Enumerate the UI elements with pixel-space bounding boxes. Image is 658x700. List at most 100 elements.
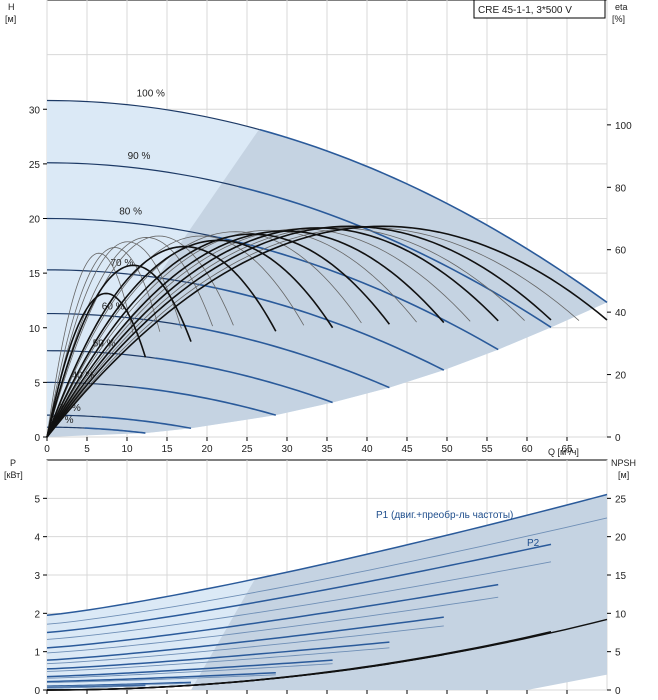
power-p2-curve	[46, 517, 608, 625]
npsh-tick-label: 15	[615, 571, 627, 582]
eta-tick-label: 20	[615, 371, 627, 382]
head-axis-label: H	[8, 2, 15, 12]
speed-label: 70 %	[110, 258, 133, 269]
power-p1-curve	[46, 616, 444, 661]
efficiency-curve-thin	[46, 235, 305, 438]
top-ticks: 0 5 10 15 20 25 30 35 40 45 50 55 60 65 0 5 10 15 20 25 30 0 2…	[29, 105, 632, 455]
npsh-axis-unit: [м]	[618, 470, 629, 480]
head-tick-label: 20	[29, 215, 41, 226]
power-p2-curve	[46, 674, 276, 684]
head-curve-90-right	[238, 185, 552, 328]
npsh-axis-label: NPSH	[611, 458, 636, 468]
head-curve-90-left	[46, 162, 239, 188]
bottom-curves	[46, 493, 608, 691]
x-tick-label: 10	[121, 444, 133, 455]
power-tick-label: 2	[34, 609, 40, 620]
efficiency-curve-bold	[46, 239, 334, 438]
eta-tick-label: 100	[615, 121, 632, 132]
x-tick-label: 0	[44, 444, 50, 455]
power-p2-curve	[46, 682, 192, 688]
power-operating-area	[47, 494, 607, 690]
eta-axis-unit: [%]	[612, 14, 625, 24]
x-tick-label: 45	[401, 444, 413, 455]
head-curve-17-right	[84, 427, 146, 434]
x-tick-label: 30	[281, 444, 293, 455]
npsh-tick-label: 5	[615, 648, 621, 659]
npsh-tick-label: 0	[615, 686, 621, 697]
power-axis-label: P	[10, 458, 16, 468]
efficiency-curve-bold	[46, 225, 608, 438]
speed-label: 100 %	[137, 89, 165, 100]
npsh-tick-label: 10	[615, 609, 627, 620]
p2-series-label: P2	[527, 538, 540, 549]
head-curve-70-right	[197, 283, 445, 371]
model-title: CRE 45-1-1, 3*500 V	[478, 5, 572, 16]
efficiency-curve-thin	[46, 226, 525, 438]
power-p1-curve	[46, 641, 390, 670]
eta-tick-label: 60	[615, 246, 627, 257]
head-tick-label: 5	[34, 378, 40, 389]
eta-tick-label: 80	[615, 183, 627, 194]
x-tick-label: 20	[201, 444, 213, 455]
efficiency-curve-thin	[46, 252, 134, 438]
npsh-tick-label: 25	[615, 494, 627, 505]
head-curve-80-left	[46, 217, 219, 239]
speed-label: 90 %	[128, 151, 151, 162]
power-p2-curve	[46, 561, 552, 640]
head-tick-label: 30	[29, 105, 41, 116]
x-tick-label: 5	[84, 444, 90, 455]
bottom-panel: 0 1 2 3 4 5 0 5 10 15 20 25 P [кВт] NPSH [м] P1 (дв…	[4, 458, 636, 697]
power-tick-label: 0	[34, 686, 40, 697]
efficiency-curve-bold	[46, 230, 445, 438]
power-p2-curve	[46, 596, 499, 654]
speed-label: 60 %	[102, 302, 125, 313]
x-tick-label: 50	[441, 444, 453, 455]
power-p1-curve	[46, 681, 192, 687]
x-tick-label: 65	[561, 444, 573, 455]
efficiency-curve-thin	[46, 231, 362, 438]
efficiency-curve-bold	[46, 264, 192, 438]
power-p2-curve	[46, 663, 333, 679]
efficiency-curve-bold	[46, 292, 147, 438]
speed-label: 80 %	[119, 207, 142, 218]
power-p1-curve	[46, 543, 552, 634]
head-curve-25-right	[101, 416, 192, 430]
x-tick-label: 60	[521, 444, 533, 455]
efficiency-curve-bold	[46, 227, 499, 438]
head-curve-70-left	[46, 269, 198, 285]
power-region-dark	[191, 494, 607, 690]
head-curve-50-right	[155, 357, 333, 404]
head-curve-100-right	[259, 128, 608, 304]
x-tick-label: 35	[321, 444, 333, 455]
power-axis-unit: [кВт]	[4, 470, 23, 480]
top-curves: 100 %90 %80 %70 %60 %50 %40 %25 %17 %	[46, 89, 608, 438]
power-p2-curve	[46, 647, 390, 672]
power-tick-label: 1	[34, 648, 40, 659]
npsh-curve	[46, 663, 390, 691]
power-p1-curve	[46, 493, 608, 616]
eta-tick-label: 40	[615, 308, 627, 319]
efficiency-curve-thin	[46, 247, 161, 438]
npsh-tick-label: 20	[615, 533, 627, 544]
head-tick-label: 25	[29, 160, 41, 171]
x-tick-label: 55	[481, 444, 493, 455]
power-tick-label: 3	[34, 571, 40, 582]
power-p1-curve	[46, 659, 333, 678]
head-tick-label: 15	[29, 269, 41, 280]
power-p1-curve	[46, 672, 276, 683]
head-axis-unit: [м]	[5, 14, 16, 24]
power-tick-label: 5	[34, 494, 40, 505]
bottom-ticks: 0 1 2 3 4 5 0 5 10 15 20 25	[34, 494, 626, 697]
x-tick-label: 15	[161, 444, 173, 455]
operating-region-dark	[47, 129, 607, 437]
speed-label: 17 %	[51, 415, 74, 426]
efficiency-curve-bold	[46, 245, 277, 438]
head-tick-label: 10	[29, 324, 41, 335]
eta-tick-label: 0	[615, 433, 621, 444]
power-p2-curve	[46, 625, 444, 665]
head-curve-80-right	[218, 236, 499, 351]
x-tick-label: 40	[361, 444, 373, 455]
head-tick-label: 0	[34, 433, 40, 444]
